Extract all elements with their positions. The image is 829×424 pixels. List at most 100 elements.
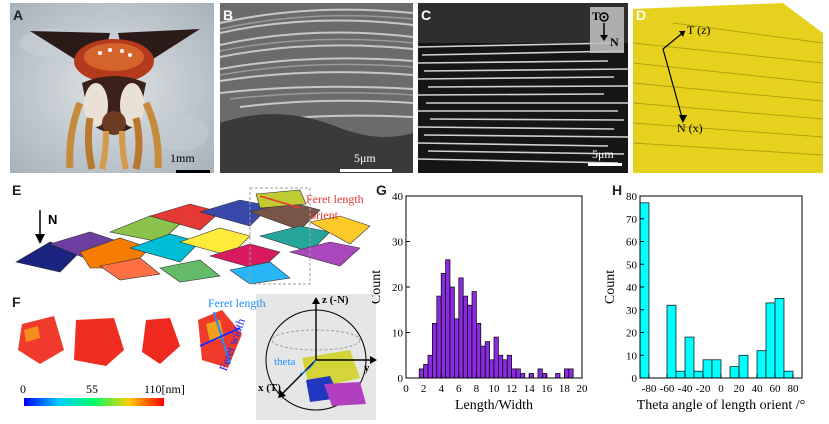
histogram-bar — [555, 373, 561, 379]
y-tick-label: 20 — [626, 328, 638, 340]
x-tick-label: 10 — [489, 383, 501, 395]
histogram-bar — [666, 304, 677, 379]
colorbar-tick-110: 110[nm] — [144, 382, 185, 396]
out-of-plane-icon — [599, 12, 609, 22]
colorbar — [24, 398, 164, 406]
axis-t-label: T — [592, 9, 601, 23]
length-width-histogram: 0 2 4 6 8 10 12 14 16 18 20010203040Length/WidthCo… — [372, 191, 589, 413]
histogram-bar — [462, 295, 468, 379]
x-tick-label: -80 — [642, 383, 657, 395]
x-axis-label: Length/Width — [455, 398, 533, 413]
x-tick-label: 16 — [541, 383, 553, 395]
panel-d-3d-reconstruction: D T (z) N (x) — [633, 3, 823, 173]
axis-n-label: N — [610, 35, 619, 49]
panel-label: G — [376, 182, 387, 198]
histogram-bar — [693, 370, 704, 379]
histogram-bar — [493, 336, 499, 379]
x-tick-label: 80 — [788, 383, 800, 395]
axis-t-label: T (z) — [687, 23, 711, 37]
scale-bar — [340, 169, 392, 172]
histogram-bar — [506, 354, 512, 379]
axis-y-label: y — [364, 362, 370, 374]
histogram-bar — [729, 366, 740, 379]
histogram-bar — [445, 259, 451, 379]
histogram-bar — [423, 364, 429, 379]
histogram-bar — [756, 350, 767, 379]
x-tick-label: 18 — [559, 383, 571, 395]
fib-section-image — [418, 3, 628, 173]
histogram-bar — [480, 345, 486, 379]
feret-annotation-line2: orient — [310, 208, 338, 222]
x-tick-label: -20 — [696, 383, 711, 395]
histogram-bar — [498, 354, 504, 379]
histogram-bar — [738, 354, 749, 379]
arrow-n-label: N — [48, 212, 58, 227]
x-tick-label: 0 — [718, 383, 724, 395]
histogram-bar — [449, 286, 455, 379]
histogram-bar — [432, 323, 438, 379]
axis-z-label: z (-N) — [322, 294, 349, 306]
histogram-bar — [484, 341, 490, 379]
x-tick-label: 40 — [752, 383, 764, 395]
histogram-bar — [675, 370, 686, 379]
histogram-bar — [639, 202, 650, 379]
y-tick-label: 60 — [626, 237, 638, 249]
y-tick-label: 10 — [626, 350, 638, 362]
histogram-bar — [765, 302, 776, 379]
y-tick-label: 30 — [392, 237, 404, 249]
scale-bar-label: 5μm — [592, 147, 614, 161]
y-tick-label: 70 — [626, 214, 638, 226]
axis-x-label: x (T) — [258, 382, 281, 394]
panel-h-histogram: H -80 -60 -40 -20 0 20 40 60 80 0 10 20 30 40 50 60 70 80… — [600, 182, 826, 422]
histogram-bar — [467, 304, 473, 379]
histogram-bar — [537, 368, 543, 379]
scale-bar — [588, 163, 622, 166]
histogram-bar — [528, 373, 534, 379]
panel-c-fib-section: C T N 5μm — [418, 3, 628, 173]
y-tick-label: 10 — [392, 328, 404, 340]
histogram-bar — [511, 368, 517, 379]
histogram-bar — [427, 354, 433, 379]
colorbar-tick-0: 0 — [20, 382, 26, 396]
x-tick-label: -60 — [660, 383, 675, 395]
y-tick-label: 30 — [626, 305, 638, 317]
x-tick-label: -40 — [678, 383, 693, 395]
segmented-platelets — [15, 187, 371, 285]
scale-bar-label: 5μm — [354, 151, 376, 165]
histogram-bar — [489, 359, 495, 379]
histogram-bar — [471, 291, 477, 379]
feret-annotation-line1: Feret length — [306, 192, 364, 206]
y-axis-label: Count — [603, 270, 618, 304]
x-tick-label: 20 — [577, 383, 589, 395]
y-tick-label: 0 — [398, 373, 404, 385]
y-tick-label: 80 — [626, 191, 638, 203]
y-tick-label: 50 — [626, 259, 638, 271]
panel-label: B — [223, 7, 234, 23]
histogram-bar — [418, 368, 424, 379]
thickness-maps — [18, 294, 377, 420]
histogram-bar — [458, 277, 464, 379]
x-tick-label: 2 — [421, 383, 427, 395]
panel-a-spider-photo: A 1mm — [10, 3, 214, 173]
panel-label: D — [636, 7, 647, 23]
colorbar-tick-55: 55 — [86, 382, 98, 396]
panel-b-sem-image: B 5μm — [220, 3, 413, 173]
y-tick-label: 40 — [626, 282, 638, 294]
x-tick-label: 12 — [506, 383, 517, 395]
panel-label: F — [12, 294, 21, 310]
y-tick-label: 0 — [632, 373, 638, 385]
x-tick-label: 60 — [770, 383, 782, 395]
histogram-bar — [568, 368, 574, 379]
y-tick-label: 40 — [392, 191, 404, 203]
x-axis-label: Theta angle of length orient /° — [637, 398, 806, 413]
x-tick-label: 14 — [524, 383, 536, 395]
histogram-bar — [440, 272, 446, 379]
histogram-bar — [564, 368, 570, 379]
histogram-bar — [783, 370, 794, 379]
histogram-bar — [542, 373, 548, 379]
x-tick-label: 20 — [734, 383, 746, 395]
theta-label: theta — [274, 356, 296, 368]
y-axis-label: Count — [372, 270, 384, 304]
scale-bar-label: 1mm — [170, 151, 195, 165]
histogram-bar — [520, 373, 526, 379]
